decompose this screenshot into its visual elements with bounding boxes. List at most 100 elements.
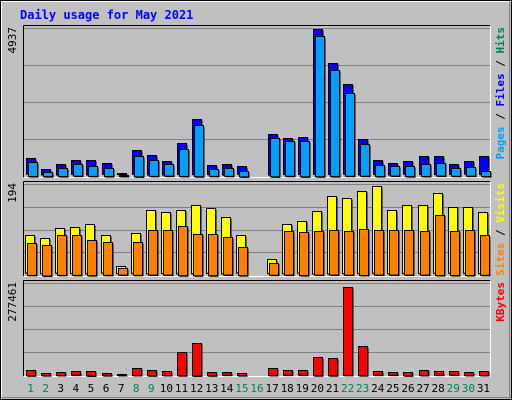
bar-sites-day-22 — [344, 231, 354, 276]
day-label-30: 30 — [462, 382, 475, 395]
day-label-4: 4 — [73, 382, 80, 395]
panel-hits-max-label: 4937 — [6, 27, 19, 54]
bar-kbytes-day-14 — [222, 372, 232, 376]
bar-pages-day-20 — [315, 36, 325, 178]
bar-sites-day-4 — [72, 235, 82, 276]
bar-kbytes-day-18 — [283, 370, 293, 376]
bar-pages-day-9 — [149, 160, 159, 177]
legend-label: / — [494, 223, 507, 243]
bar-kbytes-day-28 — [434, 371, 444, 376]
day-label-31: 31 — [477, 382, 490, 395]
day-label-10: 10 — [160, 382, 173, 395]
bar-kbytes-day-11 — [177, 352, 187, 377]
panel-kbytes-legend: KBytes — [494, 282, 507, 322]
bar-pages-day-27 — [421, 164, 431, 177]
bar-pages-day-6 — [104, 168, 114, 178]
bar-kbytes-day-31 — [479, 371, 489, 376]
bar-kbytes-day-6 — [102, 373, 112, 377]
bar-pages-day-7 — [119, 175, 129, 177]
bar-sites-day-23 — [359, 229, 369, 276]
bar-pages-day-29 — [451, 168, 461, 177]
bar-kbytes-day-5 — [86, 371, 96, 377]
day-label-2: 2 — [42, 382, 49, 395]
day-label-18: 18 — [281, 382, 294, 395]
panel-kbytes: 277461 KBytes — [6, 280, 507, 377]
bar-sites-day-7 — [118, 268, 128, 276]
bar-kbytes-day-15 — [237, 373, 247, 377]
bar-files-day-7 — [117, 173, 127, 175]
day-label-19: 19 — [296, 382, 309, 395]
bar-kbytes-day-29 — [449, 371, 459, 376]
bar-sites-day-11 — [178, 226, 188, 277]
panel-visits-legend: Sites / Visits — [494, 183, 507, 276]
day-label-17: 17 — [265, 382, 278, 395]
legend-label: / — [494, 54, 507, 74]
day-label-28: 28 — [432, 382, 445, 395]
bar-sites-day-26 — [404, 230, 414, 276]
bar-kbytes-day-20 — [313, 357, 323, 377]
day-label-25: 25 — [386, 382, 399, 395]
bar-pages-day-28 — [436, 163, 446, 177]
bar-pages-day-21 — [330, 70, 340, 178]
bar-sites-day-8 — [133, 242, 143, 276]
day-label-9: 9 — [148, 382, 155, 395]
bar-pages-day-13 — [209, 169, 219, 177]
bar-sites-day-28 — [435, 215, 445, 277]
panel-hits: 4937 Pages / Files / Hits — [6, 25, 507, 178]
bar-kbytes-day-13 — [207, 372, 217, 377]
bar-kbytes-day-17 — [268, 368, 278, 376]
bar-kbytes-day-25 — [388, 372, 398, 376]
day-label-3: 3 — [57, 382, 64, 395]
bar-pages-day-1 — [28, 162, 38, 178]
bar-sites-day-6 — [103, 242, 113, 276]
bar-pages-day-4 — [73, 164, 83, 177]
bar-sites-day-19 — [299, 232, 309, 277]
panel-kbytes-background — [23, 280, 491, 377]
bar-kbytes-day-2 — [41, 373, 51, 377]
bar-sites-day-27 — [420, 231, 430, 276]
bar-pages-day-31 — [481, 171, 491, 178]
bar-pages-day-19 — [300, 141, 310, 178]
bar-sites-day-20 — [314, 231, 324, 276]
bar-sites-day-5 — [87, 240, 97, 277]
bar-kbytes-day-21 — [328, 358, 338, 377]
bar-sites-day-25 — [389, 230, 399, 276]
day-label-7: 7 — [118, 382, 125, 395]
bar-pages-day-12 — [194, 125, 204, 178]
bar-kbytes-day-7 — [117, 374, 127, 376]
day-label-6: 6 — [103, 382, 110, 395]
bar-kbytes-day-27 — [419, 370, 429, 376]
bar-sites-day-13 — [208, 234, 218, 277]
bar-kbytes-day-23 — [358, 346, 368, 377]
bar-kbytes-day-30 — [464, 372, 474, 376]
bar-kbytes-day-24 — [373, 371, 383, 376]
bar-sites-day-12 — [193, 234, 203, 277]
bar-sites-day-29 — [450, 231, 460, 277]
legend-label: / — [494, 107, 507, 127]
bar-sites-day-24 — [374, 230, 384, 276]
day-label-5: 5 — [88, 382, 95, 395]
bar-sites-day-1 — [27, 243, 37, 276]
panel-hits-legend: Pages / Files / Hits — [494, 27, 507, 160]
legend-label: Files — [494, 73, 507, 106]
bar-sites-day-10 — [163, 230, 173, 276]
bar-sites-day-9 — [148, 230, 158, 276]
day-label-22: 22 — [341, 382, 354, 395]
bar-kbytes-day-3 — [56, 372, 66, 376]
bar-kbytes-day-12 — [192, 343, 202, 377]
bar-sites-day-18 — [284, 231, 294, 276]
chart-title: Daily usage for May 2021 — [20, 8, 193, 22]
day-label-12: 12 — [190, 382, 203, 395]
bar-pages-day-26 — [405, 166, 415, 178]
bar-pages-day-25 — [390, 166, 400, 177]
bar-pages-day-3 — [58, 168, 68, 178]
bar-kbytes-day-22 — [343, 287, 353, 376]
bar-pages-day-11 — [179, 149, 189, 177]
panel-hits-background — [23, 25, 491, 178]
day-label-13: 13 — [205, 382, 218, 395]
bar-pages-day-30 — [466, 167, 476, 177]
legend-label: KBytes — [494, 282, 507, 322]
bar-sites-day-21 — [329, 230, 339, 276]
